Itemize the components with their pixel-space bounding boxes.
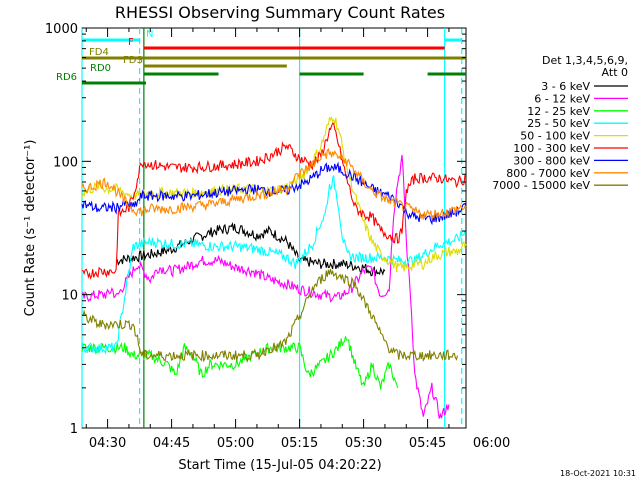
y-tick-label-1: 10 — [61, 289, 78, 304]
flag-bars: N F FD4 FDS RD0 RD6 — [56, 29, 466, 85]
legend-entry-2: 12 - 25 keV — [527, 105, 590, 118]
legend-header-0: Det 1,3,4,5,6,9, — [542, 54, 628, 67]
flag-bar-rd0-1 — [299, 72, 364, 76]
flag-bar-rd0-0 — [143, 72, 219, 76]
legend-entry-5: 100 - 300 keV — [513, 142, 590, 155]
series-lines — [81, 115, 467, 419]
legend-entry-6: 300 - 800 keV — [513, 154, 590, 167]
axes: 1 10 100 1000 04:30 04:45 05:00 05:15 05:30 05:45… — [45, 22, 510, 451]
series-line-1 — [81, 154, 450, 419]
flag-label-rd0: RD0 — [90, 63, 111, 74]
y-tick-label-0: 1 — [70, 422, 78, 437]
x-tick-label-0: 04:30 — [89, 436, 126, 451]
flag-bar-n-0 — [82, 38, 140, 42]
x-tick-label-1: 04:45 — [153, 436, 190, 451]
y-tick-label-3: 1000 — [45, 22, 78, 37]
plot-frame — [81, 27, 467, 429]
flag-label-n: N — [146, 29, 153, 40]
series-line-5 — [81, 122, 467, 280]
flag-bar-rd0-2 — [427, 72, 466, 76]
x-tick-label-6: 06:00 — [473, 436, 510, 451]
x-tick-label-2: 05:00 — [217, 436, 254, 451]
x-tick-label-4: 05:30 — [345, 436, 382, 451]
legend-entry-4: 50 - 100 keV — [520, 130, 590, 143]
x-axis-label: Start Time (15-Jul-05 04:20:22) — [178, 458, 381, 473]
flag-bar-f-0 — [143, 46, 445, 50]
legend-entry-3: 25 - 50 keV — [527, 117, 590, 130]
flag-bar-fd4-0 — [82, 56, 466, 60]
footer-date: 18-Oct-2021 10:31 — [560, 469, 636, 478]
legend-entry-1: 6 - 12 keV — [534, 92, 590, 105]
legend-entry-0: 3 - 6 keV — [541, 80, 590, 93]
flag-bar-rd6-0 — [82, 81, 146, 85]
series-line-3 — [81, 175, 467, 355]
y-tick-label-2: 100 — [53, 155, 78, 170]
legend-entry-7: 800 - 7000 keV — [506, 167, 590, 180]
flag-label-fds: FDS — [123, 55, 143, 66]
x-tick-label-3: 05:15 — [281, 436, 318, 451]
y-axis-label: Count Rate (s⁻¹ detector⁻¹) — [23, 140, 38, 317]
flag-label-rd6: RD6 — [56, 72, 77, 83]
series-line-8 — [81, 268, 459, 363]
chart-title: RHESSI Observing Summary Count Rates — [115, 3, 445, 22]
flag-label-fd4: FD4 — [89, 47, 109, 58]
flag-bar-fds-0 — [143, 64, 287, 68]
flag-label-f: F — [128, 37, 134, 48]
legend-entry-8: 7000 - 15000 keV — [492, 179, 590, 192]
series-line-0 — [115, 221, 386, 277]
x-tick-label-5: 05:45 — [409, 436, 446, 451]
series-line-7 — [81, 148, 467, 220]
flag-bar-n-1 — [444, 38, 462, 42]
series-line-2 — [81, 336, 399, 390]
legend-header-1: Att 0 — [602, 66, 628, 79]
